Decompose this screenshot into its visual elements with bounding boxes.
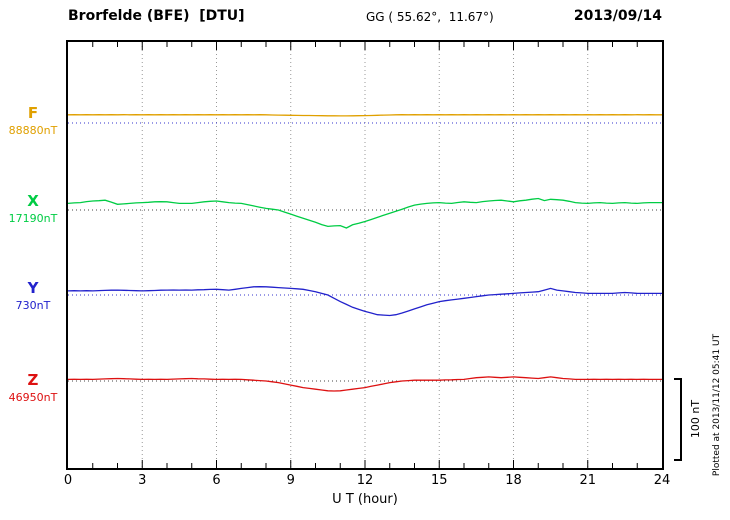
x-tick-label-24: 24 [653,473,671,488]
x-tick-label-6: 6 [212,473,221,488]
x-tick-label-12: 12 [356,473,374,488]
plotted-at-note: Plotted at 2013/11/12 05:41 UT [712,333,722,477]
series-baseline-value-f: 88880nT [8,124,58,137]
plot-canvas [68,42,662,468]
trace-F [68,114,662,117]
series-labels-z: Z 46950nT [2,371,64,404]
x-axis-label: U T (hour) [332,492,398,507]
x-tick-label-9: 9 [286,473,295,488]
trace-Z [68,376,662,392]
x-tick-label-18: 18 [505,473,522,488]
scale-bar-top-cap [674,378,682,380]
x-tick-label-15: 15 [430,473,448,488]
x-axis-tick-labels: 0 3 6 9 12 15 18 21 24 [0,473,730,491]
x-tick-label-21: 21 [579,473,597,488]
geo-coordinates: GG ( 55.62°, 11.67°) [366,10,494,24]
series-labels-x: X 17190nT [2,192,64,225]
scale-bar-line [680,378,682,461]
trace-Y [68,286,662,317]
x-tick-label-0: 0 [63,473,73,488]
station-title: Brorfelde (BFE) [DTU] [68,8,245,24]
series-baseline-value-x: 17190nT [8,212,58,225]
series-labels-f: F 88880nT [2,104,64,137]
scale-bar-label: 100 nT [689,399,702,439]
series-baseline-value-z: 46950nT [8,391,58,404]
series-baseline-value-y: 730nT [15,299,51,312]
series-letter-z: Z [27,371,39,389]
scale-bar-bottom-cap [674,459,682,461]
series-letter-f: F [27,104,39,122]
series-letter-y: Y [27,279,39,297]
plot-area [66,40,664,470]
x-tick-label-3: 3 [138,473,147,488]
plot-date: 2013/09/14 [573,8,662,24]
series-labels-y: Y 730nT [2,279,64,312]
trace-X [68,197,662,229]
series-letter-x: X [27,192,39,210]
